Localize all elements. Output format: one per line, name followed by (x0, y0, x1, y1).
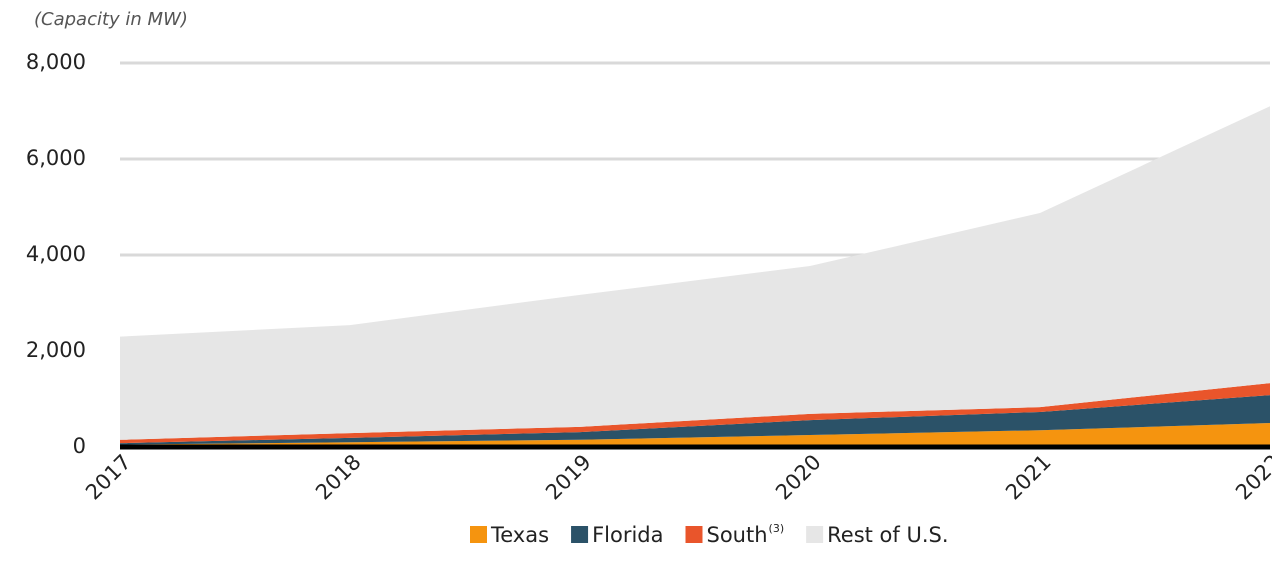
x-tick-label: 2017 (81, 450, 136, 505)
area (120, 106, 1270, 440)
legend-superscript: (3) (769, 522, 785, 535)
y-tick-label: 4,000 (26, 242, 86, 266)
area (120, 395, 1270, 445)
legend-swatch (571, 526, 589, 543)
x-tick-label: 2019 (541, 450, 596, 505)
legend-label: Florida (592, 523, 663, 547)
x-tick-label: 2022 (1231, 450, 1272, 505)
y-tick-label: 0 (73, 434, 86, 458)
legend-label: South (707, 523, 768, 547)
area (120, 383, 1270, 444)
legend-label: Rest of U.S. (827, 523, 948, 547)
area (120, 423, 1270, 447)
x-tick-label: 2020 (771, 450, 826, 505)
subtitle: (Capacity in MW) (34, 9, 188, 30)
x-tick-label: 2018 (311, 450, 366, 505)
y-tick-label: 2,000 (26, 338, 86, 362)
x-tick-label: 2021 (1001, 450, 1056, 505)
y-tick-label: 6,000 (26, 146, 86, 170)
y-tick-label: 8,000 (26, 50, 86, 74)
legend-swatch (685, 526, 703, 543)
legend-swatch (806, 526, 824, 543)
legend-swatch (470, 526, 487, 543)
legend-label: Texas (490, 523, 549, 547)
